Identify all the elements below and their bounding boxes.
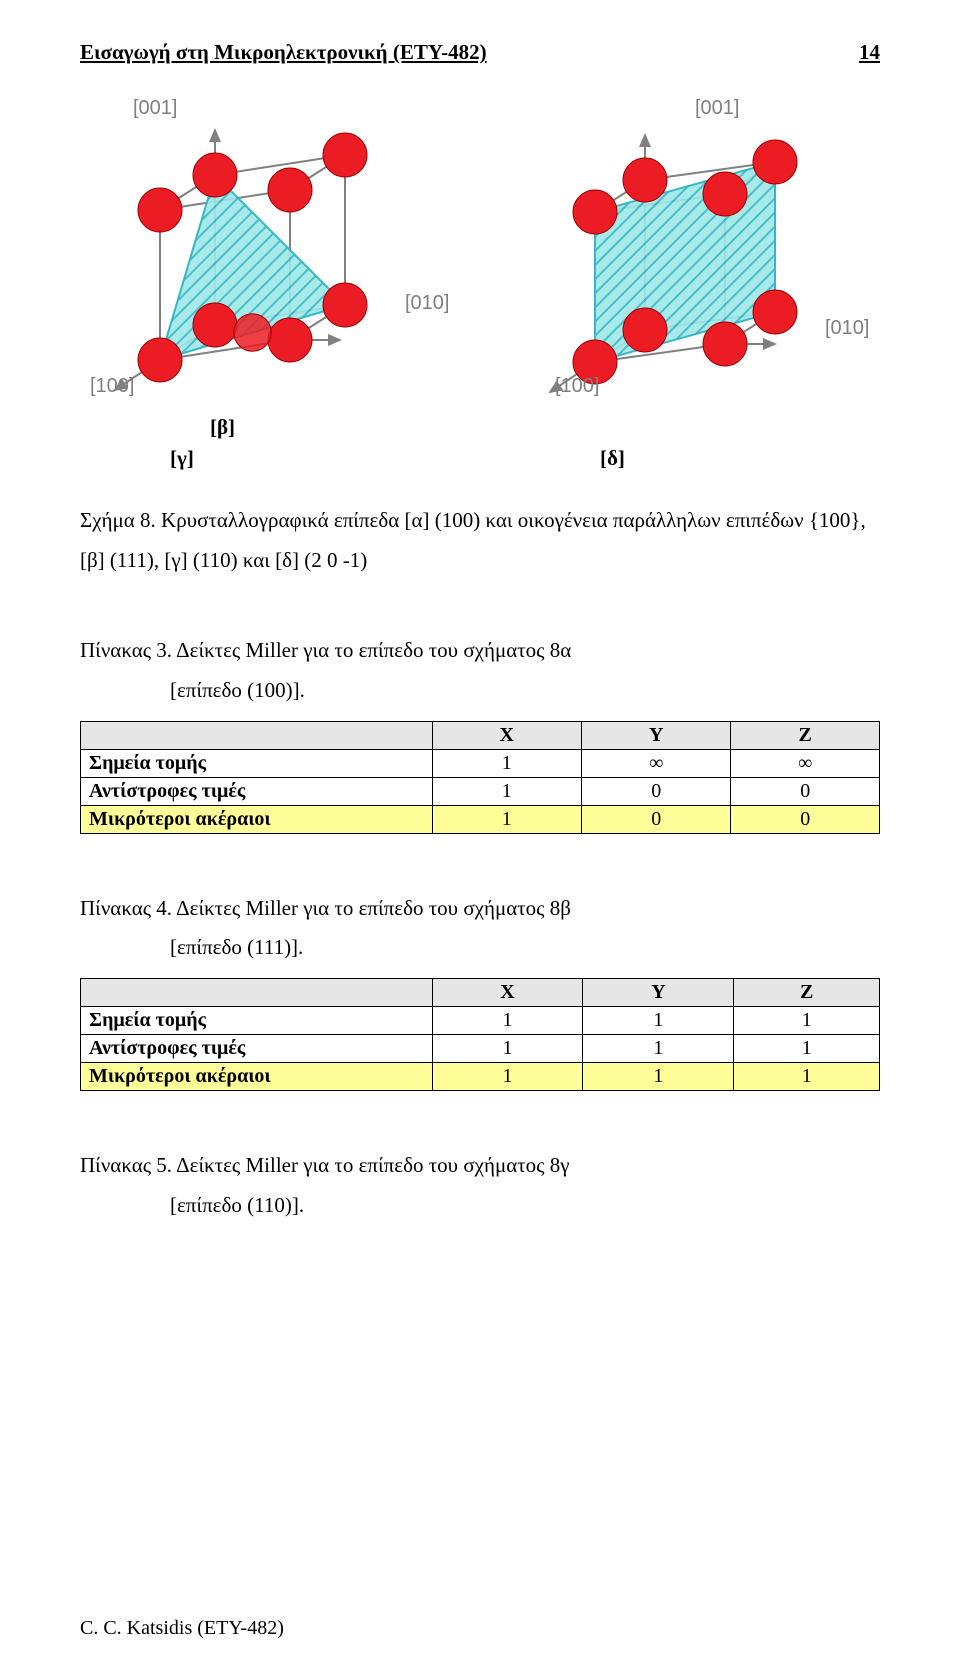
axis-z-label-r: [001]: [695, 97, 739, 120]
table-row: Αντίστροφες τιμές 1 0 0: [81, 777, 880, 805]
cell: 1: [432, 805, 581, 833]
cell: 1: [432, 749, 581, 777]
page-number: 14: [859, 40, 880, 65]
cell: 1: [583, 1007, 734, 1035]
axis-x-label-r: [100]: [555, 375, 599, 398]
table3-caption-l2: [επίπεδο (100)].: [80, 671, 880, 711]
cell: 1: [734, 1035, 880, 1063]
table-3: X Y Z Σημεία τομής 1 ∞ ∞ Αντίστροφες τιμ…: [80, 721, 880, 834]
col-x: X: [432, 979, 583, 1007]
col-y: Y: [581, 721, 730, 749]
caption-beta: [β]: [80, 415, 480, 440]
row-label: Μικρότεροι ακέραιοι: [81, 805, 433, 833]
axis-y-label-r: [010]: [825, 317, 869, 340]
row-label: Σημεία τομής: [81, 749, 433, 777]
table4-caption: Πίνακας 4. Δείκτες Miller για το επίπεδο…: [80, 889, 880, 969]
cell: 0: [581, 777, 730, 805]
cell: 0: [731, 777, 880, 805]
page-footer: C. C. Katsidis (ETY-482): [80, 1617, 284, 1640]
table-4: X Y Z Σημεία τομής 1 1 1 Αντίστροφες τιμ…: [80, 978, 880, 1091]
cell: 1: [432, 1035, 583, 1063]
figure-caption-text: Σχήμα 8. Κρυσταλλογραφικά επίπεδα [α] (1…: [80, 501, 880, 581]
table-row-highlight: Μικρότεροι ακέραιοι 1 1 1: [81, 1063, 880, 1091]
cell: ∞: [581, 749, 730, 777]
table3-caption-l1: Πίνακας 3. Δείκτες Miller για το επίπεδο…: [80, 638, 571, 662]
cell: 1: [432, 1063, 583, 1091]
col-z: Z: [734, 979, 880, 1007]
table-row: Σημεία τομής 1 ∞ ∞: [81, 749, 880, 777]
cell: 1: [583, 1063, 734, 1091]
col-x: X: [432, 721, 581, 749]
figure-left: [001] [010] [100]: [85, 95, 465, 405]
figure-right: [001] [010] [100]: [495, 95, 875, 405]
table5-caption-l2: [επίπεδο (110)].: [80, 1186, 880, 1226]
row-label: Μικρότεροι ακέραιοι: [81, 1063, 433, 1091]
table3-caption: Πίνακας 3. Δείκτες Miller για το επίπεδο…: [80, 631, 880, 711]
cell: 0: [581, 805, 730, 833]
axis-x-label: [100]: [90, 375, 134, 398]
table4-caption-l1: Πίνακας 4. Δείκτες Miller για το επίπεδο…: [80, 896, 571, 920]
page-header: Εισαγωγή στη Μικροηλεκτρονική (ΕΤΥ-482) …: [80, 40, 880, 65]
caption-gamma: [γ]: [80, 446, 480, 471]
col-z: Z: [731, 721, 880, 749]
figures-row: [001] [010] [100] [001] [010] [100]: [80, 95, 880, 405]
caption-beta-row: [β]: [80, 415, 880, 440]
caption-delta: [δ]: [480, 446, 880, 471]
axis-z-label: [001]: [133, 97, 177, 120]
cell: 1: [432, 777, 581, 805]
table-row: Σημεία τομής 1 1 1: [81, 1007, 880, 1035]
course-title: Εισαγωγή στη Μικροηλεκτρονική (ΕΤΥ-482): [80, 40, 487, 65]
table5-caption: Πίνακας 5. Δείκτες Miller για το επίπεδο…: [80, 1146, 880, 1226]
row-label: Αντίστροφες τιμές: [81, 1035, 433, 1063]
cell: 1: [734, 1063, 880, 1091]
cell: 0: [731, 805, 880, 833]
cell: 1: [432, 1007, 583, 1035]
cell: ∞: [731, 749, 880, 777]
caption-gamma-delta-row: [γ] [δ]: [80, 446, 880, 471]
table-row: Αντίστροφες τιμές 1 1 1: [81, 1035, 880, 1063]
cell: 1: [734, 1007, 880, 1035]
axis-y-label: [010]: [405, 292, 449, 315]
row-label: Σημεία τομής: [81, 1007, 433, 1035]
table4-caption-l2: [επίπεδο (111)].: [80, 928, 880, 968]
table-row-highlight: Μικρότεροι ακέραιοι 1 0 0: [81, 805, 880, 833]
col-y: Y: [583, 979, 734, 1007]
row-label: Αντίστροφες τιμές: [81, 777, 433, 805]
table5-caption-l1: Πίνακας 5. Δείκτες Miller για το επίπεδο…: [80, 1153, 570, 1177]
cell: 1: [583, 1035, 734, 1063]
